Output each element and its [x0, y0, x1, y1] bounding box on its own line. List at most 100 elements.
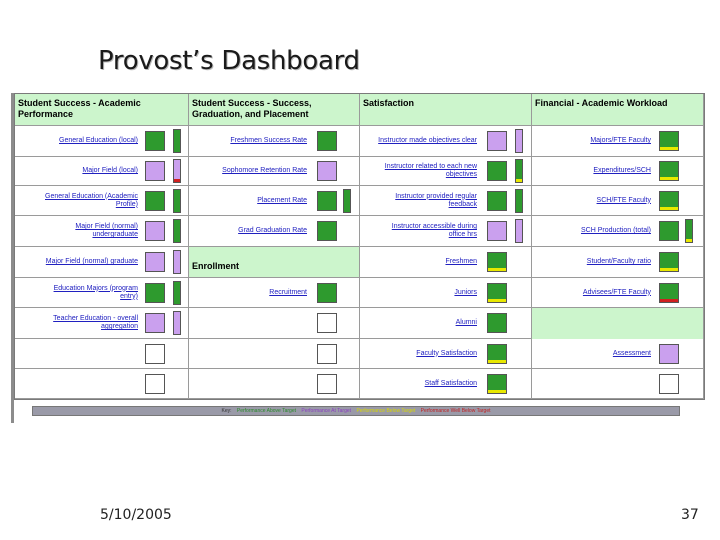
success-row: Freshmen Success Rate [189, 126, 360, 157]
slide-page-number: 37 [681, 507, 699, 523]
status-indicator [317, 221, 337, 241]
metric-link[interactable]: Teacher Education - overall aggregation [53, 315, 138, 330]
financial-row: SCH Production (total) [532, 216, 704, 247]
trend-bar [173, 311, 181, 335]
metric-link[interactable]: General Education (Academic Profile) [45, 192, 138, 208]
legend-key: Key: Performance Above Target Performanc… [32, 406, 680, 416]
status-indicator [145, 190, 165, 211]
metric-link[interactable]: Student/Faculty ratio [586, 258, 651, 265]
trend-bar [515, 219, 523, 243]
status-indicator [659, 343, 679, 364]
empty-row [189, 369, 360, 399]
financial-row: Expenditures/SCH [532, 157, 704, 186]
financial-row: Advisees/FTE Faculty [532, 278, 704, 308]
metric-link[interactable]: Advisees/FTE Faculty [582, 288, 651, 296]
metric-link[interactable]: Education Majors (program entry) [53, 284, 138, 300]
empty-row [532, 369, 704, 399]
status-indicator [487, 252, 507, 272]
empty-row [189, 339, 360, 369]
status-indicator [145, 131, 165, 151]
satisfaction-row: Staff Satisfaction [360, 369, 532, 399]
status-stripe [660, 268, 678, 271]
slide-title: Provost’s Dashboard [98, 46, 360, 76]
satisfaction-row: Instructor made objectives clear [360, 126, 532, 157]
trend-bar [515, 159, 523, 183]
status-stripe [660, 206, 678, 210]
status-indicator [487, 343, 507, 364]
metric-link[interactable]: Assessment [612, 349, 651, 357]
trend-bar [173, 159, 181, 183]
metric-link[interactable]: Majors/FTE Faculty [590, 137, 651, 144]
key-at: Performance At Target [301, 408, 352, 414]
metric-link[interactable]: Alumni [455, 319, 477, 326]
status-indicator [659, 190, 679, 211]
empty-indicator [317, 373, 337, 394]
key-well-below: Performance Well Below Target [420, 408, 491, 414]
metric-link[interactable]: General Education (local) [59, 137, 138, 144]
header-financial: Financial - Academic Workload [532, 94, 704, 126]
metric-link[interactable]: Freshmen [445, 258, 477, 265]
metric-link[interactable]: Recruitment [269, 288, 307, 296]
metric-link[interactable]: Major Field (normal) graduate [45, 258, 138, 265]
metric-link[interactable]: Major Field (local) [82, 167, 138, 174]
left-border [11, 93, 14, 423]
metric-link[interactable]: Instructor related to each new objective… [384, 163, 477, 178]
status-indicator [317, 161, 337, 181]
slide-date: 5/10/2005 [100, 507, 172, 523]
metric-link[interactable]: Instructor made objectives clear [378, 137, 477, 144]
metric-link[interactable]: SCH Production (total) [580, 227, 651, 234]
satisfaction-row: Freshmen [360, 247, 532, 278]
status-indicator [487, 373, 507, 394]
status-indicator [317, 282, 337, 303]
metric-link[interactable]: Sophomore Retention Rate [222, 167, 307, 174]
trend-bar [173, 129, 181, 153]
metric-link[interactable]: Staff Satisfaction [424, 379, 477, 387]
financial-row: Student/Faculty ratio [532, 247, 704, 278]
status-indicator [487, 221, 507, 241]
status-indicator [487, 313, 507, 333]
academic-row: General Education (Academic Profile) [15, 186, 189, 216]
key-below: Performance Below Target [356, 408, 416, 414]
metric-link[interactable]: Placement Rate [257, 196, 307, 204]
status-stripe [488, 268, 506, 271]
metric-link[interactable]: Instructor provided regular feedback [395, 192, 477, 208]
trend-bar [173, 280, 181, 305]
metric-link[interactable]: Faculty Satisfaction [416, 349, 477, 357]
trend-bar [173, 188, 181, 213]
metric-link[interactable]: Grad Graduation Rate [238, 227, 307, 234]
trend-bar [515, 129, 523, 153]
status-indicator [659, 221, 679, 241]
metric-link[interactable]: Major Field (normal) undergraduate [75, 223, 138, 238]
metric-link[interactable]: Juniors [454, 288, 477, 296]
trend-bar [685, 219, 693, 243]
satisfaction-row: Instructor accessible during office hrs [360, 216, 532, 247]
status-indicator [145, 221, 165, 241]
status-stripe [660, 298, 678, 302]
trend-bar [515, 188, 523, 213]
trend-stripe [686, 239, 692, 242]
status-stripe [488, 298, 506, 302]
metric-link[interactable]: Expenditures/SCH [593, 167, 651, 174]
status-indicator [317, 190, 337, 211]
dashboard-grid: Student Success - Academic Performance St… [14, 93, 705, 400]
header-satisfaction: Satisfaction [360, 94, 532, 126]
status-indicator [659, 282, 679, 303]
status-indicator [487, 161, 507, 181]
metric-link[interactable]: Instructor accessible during office hrs [391, 223, 477, 238]
empty-row [189, 308, 360, 339]
header-success-graduation: Student Success - Success, Graduation, a… [189, 94, 360, 126]
status-indicator [487, 282, 507, 303]
status-stripe [660, 177, 678, 180]
status-indicator [145, 282, 165, 303]
metric-link[interactable]: Freshmen Success Rate [230, 137, 307, 144]
focus-row: Assessment [532, 339, 704, 369]
trend-stripe [174, 179, 180, 182]
satisfaction-row: Instructor related to each new objective… [360, 157, 532, 186]
trend-bar [173, 219, 181, 243]
status-indicator [145, 252, 165, 272]
metric-link[interactable]: SCH/FTE Faculty [596, 196, 651, 204]
status-indicator [145, 161, 165, 181]
empty-row [15, 339, 189, 369]
status-indicator [317, 131, 337, 151]
academic-row: General Education (local) [15, 126, 189, 157]
